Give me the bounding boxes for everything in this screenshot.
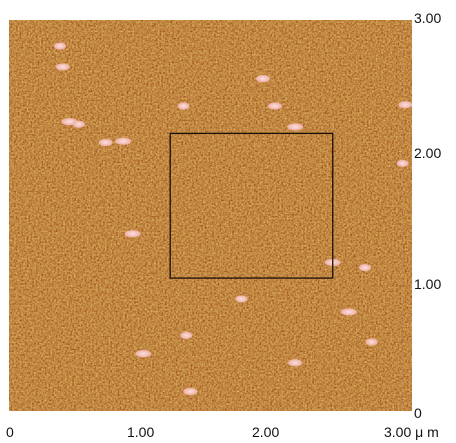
surface-particle <box>55 63 70 71</box>
surface-particle <box>180 331 193 340</box>
surface-particle <box>365 338 378 346</box>
y-tick-label-1: 1.00 <box>414 276 442 292</box>
surface-particle <box>267 102 282 110</box>
surface-particle <box>115 137 132 145</box>
roi-selection-box[interactable] <box>169 132 334 279</box>
surface-particle <box>358 264 371 272</box>
surface-particle <box>177 102 190 110</box>
x-tick-label-0: 0 <box>6 424 14 440</box>
surface-particle <box>398 101 412 109</box>
surface-particle <box>135 350 152 358</box>
y-tick-label-3: 3.00 <box>414 10 442 26</box>
afm-base <box>9 20 412 411</box>
surface-particle <box>287 123 304 131</box>
y-tick-label-2: 2.00 <box>414 145 442 161</box>
x-tick-label-1: 1.00 <box>127 424 155 440</box>
afm-topography-image <box>9 20 412 411</box>
surface-particle <box>183 387 198 396</box>
surface-particle <box>235 295 248 303</box>
surface-particle <box>124 230 141 238</box>
x-tick-label-2: 2.00 <box>252 424 280 440</box>
particle-group <box>54 42 412 396</box>
surface-particle <box>54 42 67 50</box>
surface-particle <box>396 159 409 167</box>
surface-particle <box>98 138 113 147</box>
surface-particle <box>255 75 270 83</box>
surface-particle <box>340 308 357 316</box>
surface-particle <box>288 359 303 367</box>
x-tick-label-3: 3.00 μ m <box>384 424 439 440</box>
y-tick-label-0: 0 <box>414 405 422 421</box>
surface-particle <box>72 120 85 128</box>
